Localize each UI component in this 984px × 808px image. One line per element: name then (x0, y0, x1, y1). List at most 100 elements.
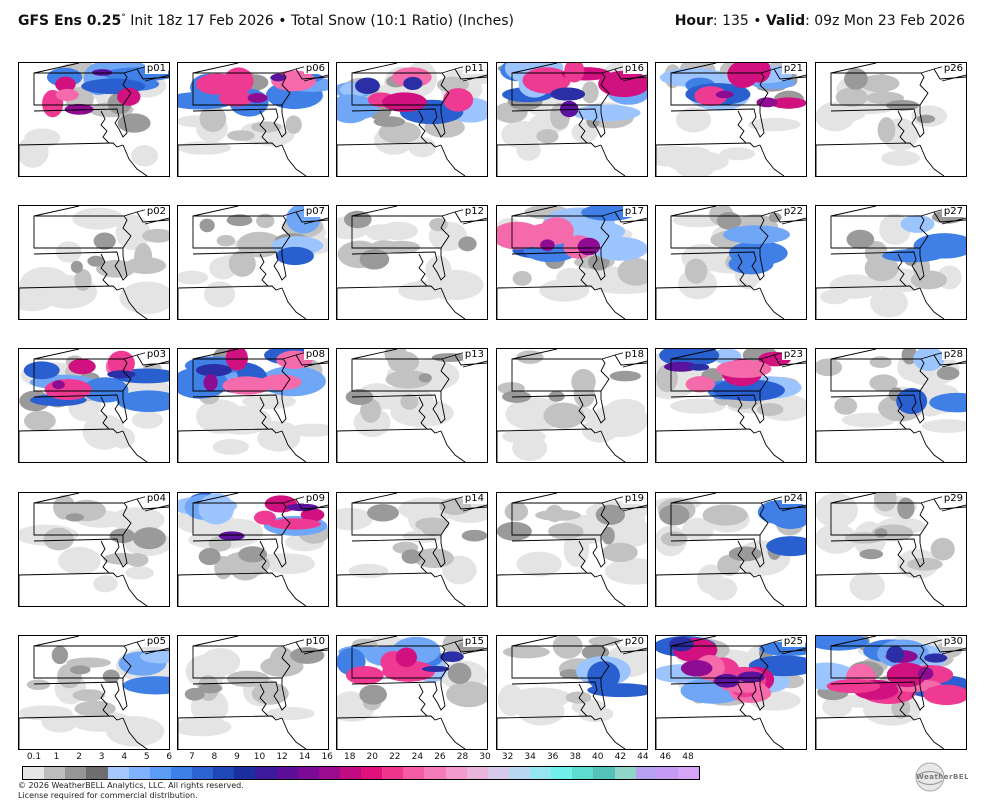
colorbar-segment (23, 767, 45, 779)
snow-trace-area (656, 145, 704, 167)
snow-light-area (930, 537, 955, 561)
virginia-border (497, 428, 602, 434)
colorbar-segment (44, 767, 66, 779)
chesapeake-coast (737, 253, 747, 287)
pennsylvania-border (192, 502, 291, 536)
member-label: p06 (303, 63, 327, 74)
colorbar-segment (192, 767, 214, 779)
snow-heavy-area (382, 92, 428, 112)
snow-light-area (237, 231, 283, 258)
colorbar-segment (149, 767, 171, 779)
chesapeake-coast (100, 253, 110, 287)
snow-heavy-area (770, 97, 806, 109)
pennsylvania-border (351, 358, 450, 392)
virginia-border (337, 285, 442, 291)
chesapeake-coast (578, 396, 588, 430)
snow-moderate-area (766, 536, 806, 557)
maryland-border (511, 391, 606, 424)
new-england-border (295, 354, 328, 368)
member-panel-p02: p02 (18, 205, 170, 320)
virginia-border (656, 715, 761, 721)
snow-trace-area (747, 117, 801, 132)
member-label: p29 (941, 493, 965, 504)
snow-moderate-area (896, 388, 928, 415)
state-borders (337, 63, 487, 176)
new-england-border (773, 498, 806, 512)
snow-light-area (859, 74, 900, 93)
snow-map (816, 493, 966, 606)
member-panel-p08: p08 (177, 348, 329, 463)
snow-trace-area (348, 563, 389, 579)
snow-light-area (535, 509, 581, 521)
pennsylvania-border (33, 502, 132, 536)
state-borders (178, 349, 328, 462)
snow-light-area (198, 548, 221, 566)
snow-heavy-area (443, 88, 474, 112)
pennsylvania-border (670, 645, 769, 679)
license-line: License required for commercial distribu… (18, 791, 198, 800)
snow-map (497, 349, 647, 462)
coastline (440, 574, 466, 606)
colorbar-segment (551, 767, 573, 779)
snow-trace-area (870, 288, 908, 318)
product-name: Total Snow (10:1 Ratio) (Inches) (291, 13, 514, 29)
new-england-border (136, 641, 169, 655)
virginia-border (816, 285, 921, 291)
colorbar-tick: 7 (188, 752, 195, 762)
snow-map (816, 63, 966, 176)
snow-light-area (285, 115, 302, 134)
new-england-border (295, 498, 328, 512)
snow-light-area (543, 402, 585, 429)
colorbar-tick: 22 (389, 752, 401, 762)
snow-heavy-area (64, 103, 94, 115)
snow-light-area (659, 504, 690, 526)
snow-light-area (66, 657, 112, 668)
snow-moderate-area (123, 676, 169, 695)
maryland-border (511, 248, 606, 281)
virginia-border (656, 572, 761, 578)
snow-heavy-area (598, 70, 647, 98)
colorbar-tick: 14 (298, 752, 311, 762)
snow-trace-area (210, 405, 272, 435)
new-england-border (614, 68, 647, 82)
coastline (281, 287, 307, 319)
pennsylvania-border (670, 502, 769, 536)
member-panel-p29: p29 (815, 492, 967, 607)
snow-map (178, 636, 328, 749)
maryland-border (33, 678, 128, 711)
member-panel-p11: p11 (336, 62, 488, 177)
snow-light-area (431, 353, 468, 363)
colorbar-tick: 8 (211, 752, 218, 762)
pennsylvania-border (33, 645, 132, 679)
new-england-border (136, 354, 169, 368)
virginia-border (816, 142, 921, 148)
member-label: p11 (462, 63, 486, 74)
colorbar-tick: 48 (682, 752, 694, 762)
member-label: p26 (941, 63, 965, 74)
colorbar-tick: 10 (253, 752, 266, 762)
snow-trace-area (498, 684, 524, 717)
member-panel-p12: p12 (336, 205, 488, 320)
snow-map (497, 63, 647, 176)
colorbar-tick: 6 (166, 752, 173, 762)
coastline (600, 574, 626, 606)
maryland-border (511, 535, 606, 568)
snow-map (816, 206, 966, 319)
snow-heavy-area (421, 665, 450, 672)
snow-heavy-area (107, 370, 136, 379)
state-borders (497, 349, 647, 462)
snow-light-area (103, 552, 140, 565)
snow-light-area (343, 210, 372, 229)
colorbar-tick: 20 (366, 752, 378, 762)
snow-map (19, 636, 169, 749)
copyright-footer: © 2026 WeatherBELL Analytics, LLC. All r… (18, 781, 244, 801)
snow-trace-area (822, 696, 853, 718)
member-label: p16 (622, 63, 646, 74)
virginia-border (337, 142, 442, 148)
snow-light-area (609, 370, 641, 382)
coastline (281, 144, 307, 176)
new-england-border (614, 641, 647, 655)
snow-light-area (70, 260, 83, 274)
snow-heavy-area (737, 671, 765, 683)
snow-trace-area (265, 554, 315, 575)
